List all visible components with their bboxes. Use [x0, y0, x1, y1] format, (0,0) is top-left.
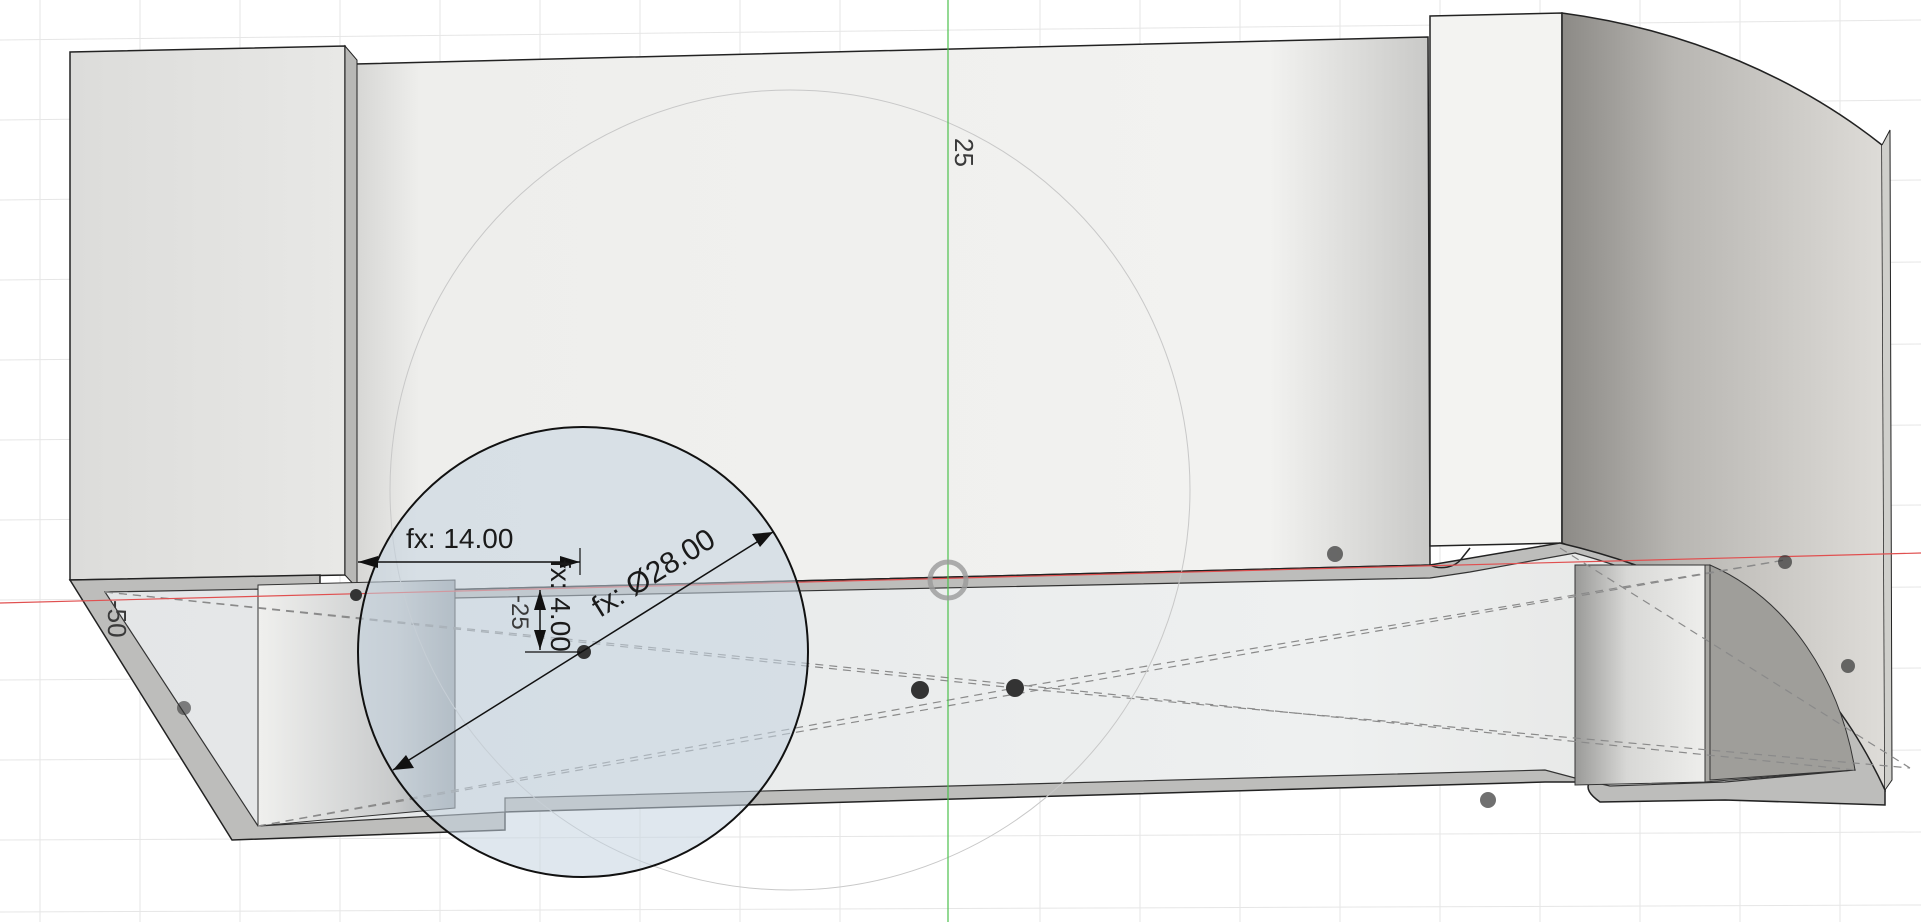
- sketch-point[interactable]: [1841, 659, 1855, 673]
- x-axis: [0, 552, 1921, 604]
- sketch-points[interactable]: [177, 546, 1855, 808]
- dimension-horizontal-label[interactable]: fx: 14.00: [406, 523, 513, 554]
- sketch-point[interactable]: [177, 701, 191, 715]
- axis-label-top: 25: [949, 138, 979, 167]
- curved-wall-rim: [1881, 129, 1893, 791]
- left-block-face: [69, 45, 346, 581]
- dimension-vertical[interactable]: [525, 590, 580, 653]
- dimension-diameter[interactable]: [392, 531, 774, 771]
- sketch-point[interactable]: [1327, 546, 1343, 562]
- origin-point[interactable]: [927, 559, 969, 601]
- axis-label-small: -25: [506, 595, 533, 630]
- sketch-point[interactable]: [1006, 679, 1024, 697]
- sketch-point[interactable]: [1480, 792, 1496, 808]
- dimension-vertical-label[interactable]: fx: 4.00: [545, 560, 576, 652]
- left-block-side: [344, 44, 358, 590]
- sectioned-body[interactable]: [68, 12, 1911, 841]
- axis-label-left: -50: [102, 600, 132, 638]
- right-curved-inner: [1709, 564, 1856, 781]
- dimension-horizontal[interactable]: [358, 548, 581, 575]
- sketch-point[interactable]: [911, 681, 929, 699]
- right-block-face: [1429, 12, 1563, 547]
- right-inner-pocket: [1574, 564, 1706, 786]
- sketch-point[interactable]: [1778, 555, 1792, 569]
- sketch-point[interactable]: [350, 589, 362, 601]
- reference-circle: [389, 89, 1191, 891]
